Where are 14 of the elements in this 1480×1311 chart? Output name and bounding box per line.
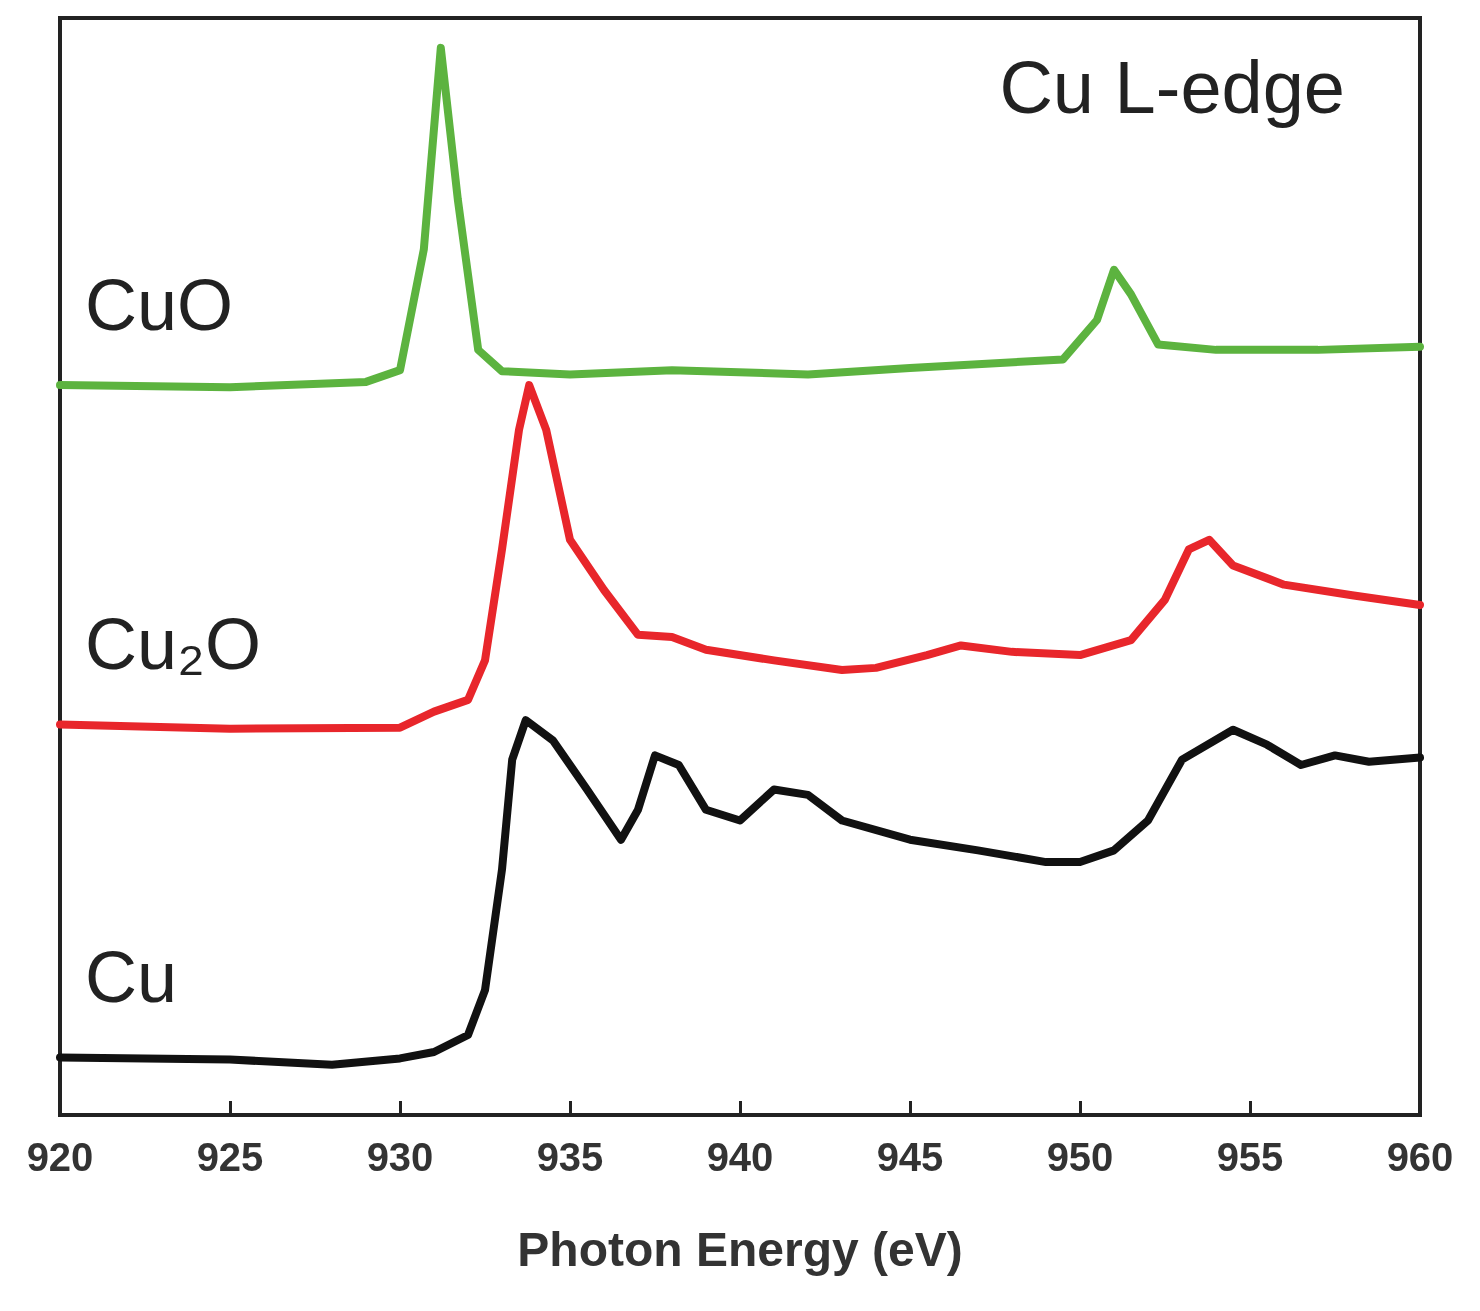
series-label: Cu	[85, 937, 178, 1018]
x-tick-label: 935	[536, 1135, 604, 1179]
x-tick-label: 920	[26, 1135, 94, 1179]
x-tick-label: 930	[366, 1135, 434, 1179]
chart-title: Cu L-edge	[999, 45, 1345, 129]
x-tick-label: 945	[876, 1135, 944, 1179]
x-tick-label: 955	[1216, 1135, 1284, 1179]
x-tick-label: 940	[706, 1135, 774, 1179]
x-tick-label: 960	[1386, 1135, 1454, 1179]
x-axis-title: Photon Energy (eV)	[517, 1222, 963, 1276]
series-label: CuO	[85, 265, 234, 346]
x-tick-label: 950	[1046, 1135, 1114, 1179]
series-label: Cu₂O	[85, 604, 261, 685]
x-tick-label: 925	[196, 1135, 264, 1179]
